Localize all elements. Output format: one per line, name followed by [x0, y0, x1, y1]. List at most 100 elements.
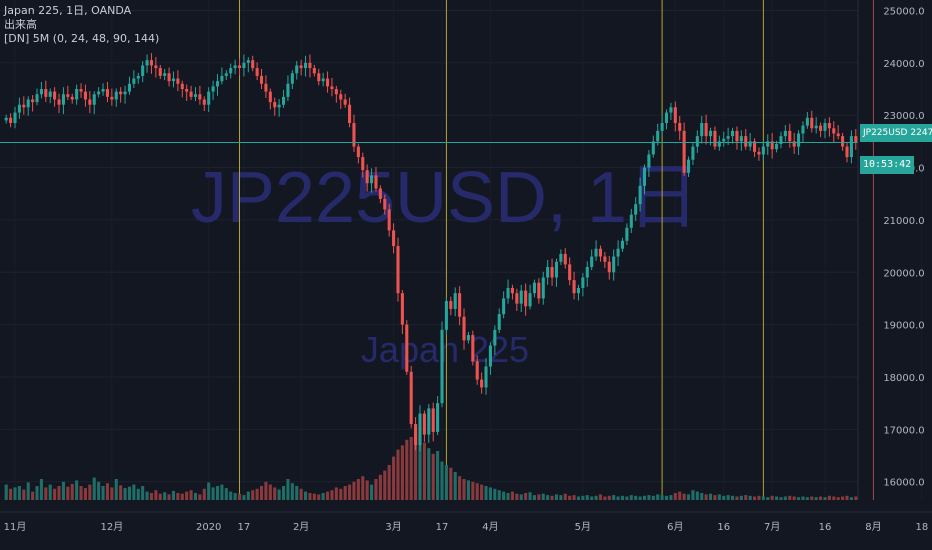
candle-body [290, 73, 294, 84]
candle-body [224, 73, 228, 76]
volume-bar [378, 474, 382, 500]
candle-body [594, 248, 598, 257]
candle-body [779, 136, 783, 144]
volume-bar [264, 481, 268, 500]
candle-body [308, 62, 312, 69]
volume-bar [480, 484, 484, 500]
candle-body [686, 159, 691, 173]
volume-bar [167, 494, 171, 500]
volume-label[interactable]: 出来高 [4, 18, 37, 31]
price-axis[interactable]: 25000.024000.023000.022000.021000.020000… [857, 0, 925, 500]
volume-bar [594, 495, 598, 500]
candle-body [669, 107, 673, 113]
volume-bar [753, 496, 757, 500]
candle-body [39, 89, 43, 95]
volume-bar [312, 493, 316, 500]
candle-body [559, 253, 563, 262]
candle-body [616, 248, 620, 257]
candle-body [427, 408, 431, 435]
volume-bar [193, 493, 198, 500]
candle-body [510, 287, 514, 294]
volume-bar [114, 479, 118, 500]
volume-bar [656, 494, 660, 500]
last-symbol-tag: JP225USD 22478.7 [860, 124, 932, 142]
volume-bar [356, 479, 360, 500]
candle-body [488, 345, 492, 367]
time-tick-label: 17 [436, 522, 449, 533]
volume-bar [819, 496, 823, 500]
volume-bar [202, 488, 206, 500]
candle-body [378, 188, 382, 199]
candle-body [281, 96, 286, 105]
volume-bar [801, 496, 805, 500]
volume-bar [352, 481, 356, 500]
volume-bar [304, 491, 308, 500]
candle-body [436, 403, 440, 432]
candle-body [550, 267, 554, 278]
candle-body [277, 104, 281, 108]
last-symbol-text: JP225USD [863, 128, 908, 138]
volume-bar [502, 491, 506, 500]
volume-bar [57, 486, 61, 500]
candle-body [259, 75, 264, 84]
candle-body [149, 60, 154, 66]
candle-body [660, 123, 664, 131]
candle-body [348, 104, 352, 124]
price-tick-label: 25000.0 [883, 6, 924, 17]
time-tick-label: 7月 [764, 521, 780, 533]
candle-body [26, 99, 30, 108]
candle-body [61, 94, 65, 105]
volume-bar [493, 488, 497, 500]
volume-bar [348, 484, 352, 500]
volume-bar [35, 486, 39, 500]
time-axis[interactable]: 11月 12月 2020 17 2月 3月 17 4月 5月 6月 16 7月 16 8月 18 [0, 511, 932, 533]
candle-body [739, 136, 743, 142]
volume-bar [281, 486, 286, 500]
volume-bar [510, 491, 514, 500]
candle-body [731, 130, 735, 137]
candle-body [273, 102, 277, 108]
candle-body [207, 91, 211, 105]
candle-body [343, 99, 347, 105]
volume-bar [110, 487, 114, 500]
candle-body [704, 123, 708, 137]
volume-bar [788, 495, 792, 500]
volume-bar [211, 487, 215, 500]
candle-body [722, 138, 726, 142]
volume-bar [568, 495, 572, 500]
volume-bar [673, 493, 677, 500]
candle-body [158, 68, 162, 76]
candle-body [537, 282, 541, 299]
volume-bar [559, 495, 563, 500]
candle-body [13, 112, 17, 124]
candle-body [422, 413, 426, 435]
price-tick-label: 18000.0 [883, 373, 924, 384]
candle-body [326, 78, 330, 87]
candle-body [603, 256, 607, 262]
volume-bar [664, 495, 669, 500]
candle-body [480, 379, 484, 388]
candle-body [57, 99, 61, 105]
candle-body [383, 198, 387, 210]
candle-body [246, 60, 250, 63]
volume-bar [224, 488, 228, 500]
candle-body [801, 125, 805, 134]
candle-body [770, 141, 774, 150]
volume-bar [612, 495, 616, 500]
volume-bars [4, 433, 858, 500]
candle-body [334, 89, 338, 95]
volume-bar [506, 493, 510, 500]
volume-bar [101, 486, 105, 500]
candle-body [53, 91, 57, 100]
volume-bar [17, 486, 21, 500]
volume-bar [268, 484, 272, 500]
volume-bar [836, 497, 840, 500]
symbol-title[interactable]: Japan 225, 1日, OANDA [4, 4, 132, 17]
candle-body [180, 83, 184, 90]
candle-body [581, 277, 585, 288]
volume-bar [581, 495, 585, 500]
candle-body [449, 301, 453, 309]
candle-body [387, 209, 391, 231]
indicator-label[interactable]: [DN] 5M (0, 24, 48, 90, 144) [4, 32, 160, 45]
